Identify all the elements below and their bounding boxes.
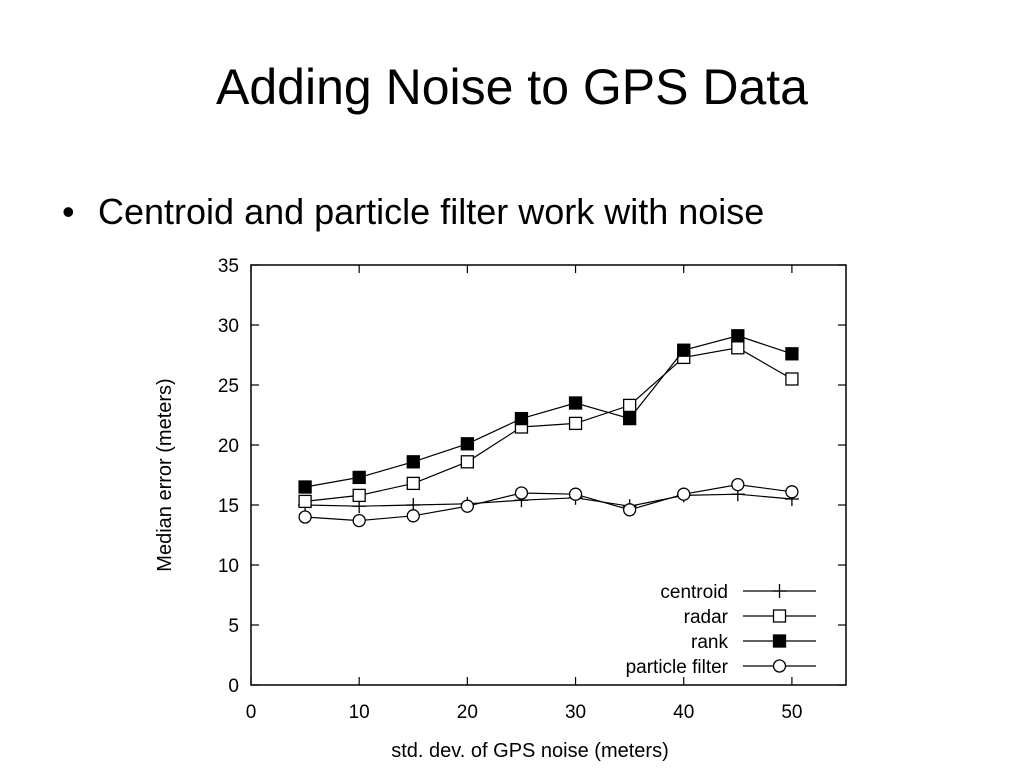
data-point-particle-filter	[568, 487, 583, 501]
bullet-point: • Centroid and particle filter work with …	[62, 194, 764, 230]
data-point-radar	[731, 341, 745, 355]
data-point-radar	[622, 398, 637, 413]
x-tick-label: 0	[246, 702, 257, 723]
data-point-radar	[785, 372, 799, 386]
y-tick-label: 35	[218, 256, 239, 277]
data-point-rank	[352, 470, 366, 485]
data-point-radar	[298, 494, 312, 509]
plot-frame	[250, 264, 847, 686]
data-point-particle-filter	[352, 513, 366, 528]
data-point-rank	[514, 411, 529, 426]
data-point-particle-filter	[622, 503, 637, 517]
series-line-centroid	[305, 493, 792, 507]
x-tick-label: 50	[781, 702, 802, 723]
chart-background	[140, 244, 860, 768]
data-point-particle-filter	[677, 487, 691, 501]
legend-marker	[772, 634, 787, 648]
data-point-rank	[677, 343, 691, 357]
series-rank	[298, 329, 799, 494]
x-tick-label: 10	[349, 702, 370, 723]
legend-marker	[772, 584, 787, 598]
data-point-rank	[568, 396, 583, 410]
data-point-radar	[406, 476, 420, 491]
x-tick-label: 20	[457, 702, 478, 723]
slide-title: Adding Noise to GPS Data	[216, 59, 808, 115]
bullet-symbol: •	[62, 191, 75, 232]
data-point-rank	[460, 437, 475, 451]
y-tick-label: 10	[218, 556, 239, 577]
series-line-particle-filter	[305, 483, 792, 522]
data-point-radar	[568, 416, 583, 431]
data-point-rank	[298, 480, 312, 494]
legend-label: rank	[691, 632, 728, 653]
x-tick-label: 40	[673, 702, 694, 723]
legend-marker	[772, 659, 787, 673]
y-tick-label: 5	[228, 616, 239, 637]
data-point-rank	[406, 455, 420, 469]
chart-svg: 0 5 10 15 20 25 30 35 0 10 20 30 40 50 centroid radar r…	[140, 244, 860, 768]
legend-entry-rank: rank	[691, 632, 816, 653]
series-line-rank	[304, 335, 793, 488]
data-point-particle-filter	[298, 510, 312, 524]
y-axis-label: Median error (meters)	[154, 378, 176, 571]
series-particle-filter	[298, 477, 799, 528]
y-tick-label: 25	[218, 376, 239, 397]
y-tick-label: 20	[218, 436, 239, 457]
data-point-particle-filter	[406, 509, 420, 523]
data-point-rank	[622, 411, 637, 426]
y-tick-label: 0	[228, 676, 239, 697]
legend-entry-particle-filter: particle filter	[626, 657, 816, 678]
legend: centroid radar rank particle filter	[626, 582, 816, 678]
data-point-rank	[731, 329, 745, 343]
data-point-radar	[352, 488, 366, 503]
data-point-particle-filter	[785, 485, 799, 499]
data-point-particle-filter	[514, 486, 529, 500]
y-tick-label: 15	[218, 496, 239, 517]
data-point-rank	[785, 347, 799, 361]
y-tick-label: 30	[218, 316, 239, 337]
data-point-particle-filter	[731, 477, 745, 492]
series-line-radar	[305, 347, 793, 502]
x-tick-label: 30	[565, 702, 586, 723]
legend-entry-centroid: centroid	[660, 582, 816, 603]
data-point-radar	[460, 455, 475, 469]
ticks: 0 5 10 15 20 25 30 35 0 10 20 30 40 50	[218, 256, 846, 723]
chart: 0 5 10 15 20 25 30 35 0 10 20 30 40 50 centroid radar r…	[140, 244, 860, 768]
legend-entry-radar: radar	[684, 607, 816, 628]
legend-label: particle filter	[626, 657, 729, 678]
x-axis-label: std. dev. of GPS noise (meters)	[391, 740, 669, 762]
data-point-particle-filter	[460, 499, 475, 513]
legend-label: radar	[684, 607, 729, 628]
legend-label: centroid	[660, 582, 728, 603]
series-layer	[298, 329, 799, 528]
legend-marker	[772, 609, 787, 623]
bullet-text: Centroid and particle filter work with n…	[98, 191, 765, 232]
